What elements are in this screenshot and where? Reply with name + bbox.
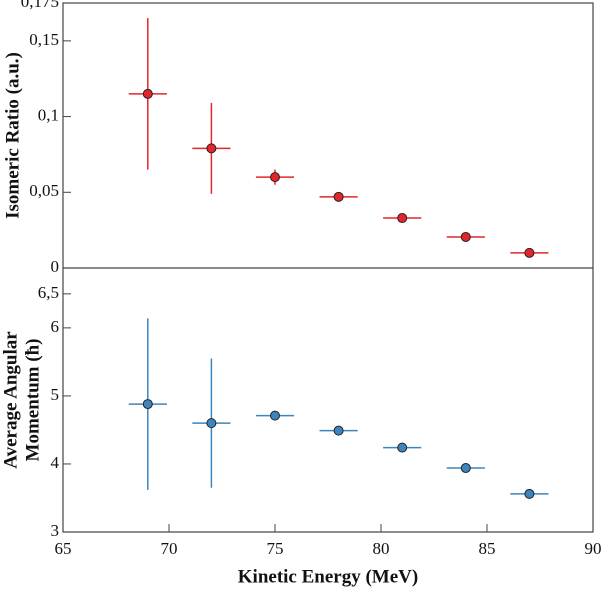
y-tick-label: 0,175 [21,0,59,11]
y-tick-label: 5 [51,385,60,404]
x-tick-label: 70 [161,539,178,558]
data-point [333,191,344,202]
data-point [270,172,280,183]
y-axis-title: Isomeric Ratio (a.u.) [2,52,23,219]
x-tick-label: 80 [373,539,390,558]
y-axis-title: Average Angular [0,331,21,469]
y-tick-label: 0,15 [29,30,59,49]
data-point [397,442,408,453]
x-tick-label: 75 [267,539,284,558]
y-tick-label: 0,1 [38,105,59,124]
y-tick-label: 0 [51,257,60,276]
data-point [142,399,153,410]
data-point [524,247,535,258]
y-tick-label: 4 [51,453,60,472]
data-point [524,488,535,499]
y-tick-label: 6 [51,317,60,336]
data-point [142,88,153,99]
y-tick-label: 3 [51,521,60,540]
data-point [460,463,471,474]
data-point [460,231,471,242]
x-tick-label: 90 [585,539,601,558]
y-axis-title: Momentum (ħ) [22,339,43,462]
data-point [270,410,280,421]
x-axis-title: Kinetic Energy (MeV) [238,566,418,587]
x-tick-label: 65 [55,539,72,558]
data-point [333,425,344,436]
data-point [206,418,217,429]
y-tick-label: 0,05 [29,181,59,200]
data-point [206,143,217,154]
x-tick-label: 85 [479,539,496,558]
data-point [397,213,408,224]
y-tick-label: 6,5 [38,283,59,302]
